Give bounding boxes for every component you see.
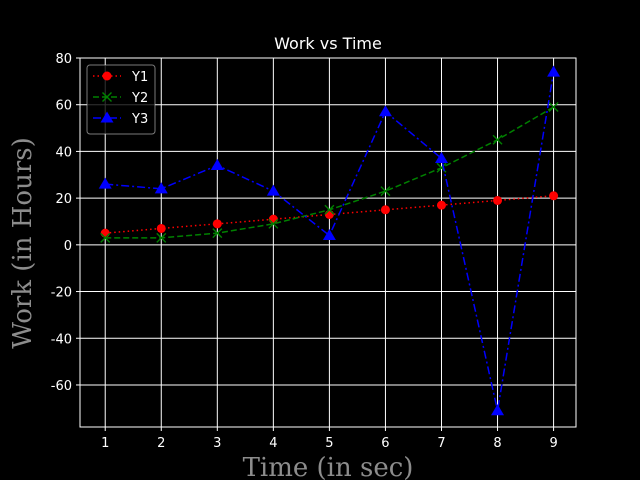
y-tick-label: 40 (55, 145, 72, 160)
x-tick-label: 2 (157, 436, 165, 451)
data-point-y3 (491, 404, 505, 416)
legend-marker (100, 111, 114, 123)
y-tick-label: 20 (55, 192, 72, 207)
data-point-y1 (380, 205, 390, 215)
data-point-y3 (378, 105, 392, 117)
x-tick-label: 3 (213, 436, 221, 451)
data-point-y1 (436, 200, 446, 210)
y-axis-label: Work (in Hours) (8, 137, 38, 349)
data-point-y1 (493, 195, 503, 205)
y-tick-label: -60 (51, 379, 72, 394)
legend-entry-y3: Y3 (93, 111, 148, 127)
legend-entry-y2: Y2 (93, 91, 148, 106)
legend-entry-y1: Y1 (93, 70, 148, 85)
data-point-y1 (324, 209, 334, 219)
series-lines (98, 65, 561, 416)
data-point-y2 (548, 102, 559, 113)
y-ticks: -60 -40 -20 0 20 40 60 80 (51, 52, 80, 394)
data-point-y1 (549, 191, 559, 201)
data-point-y2 (380, 186, 391, 197)
y-tick-label: 80 (55, 52, 72, 67)
data-point-y2 (212, 228, 223, 239)
data-point-y2 (100, 232, 111, 243)
legend-label: Y2 (131, 91, 148, 106)
x-axis-label: Time (in sec) (243, 453, 414, 480)
series-y3 (98, 65, 561, 416)
data-point-y2 (156, 232, 167, 243)
data-point-y2 (268, 218, 279, 229)
y-tick-label: 60 (55, 99, 72, 114)
data-point-y1 (100, 228, 110, 238)
y-tick-label: -40 (51, 332, 72, 347)
x-tick-label: 6 (381, 436, 389, 451)
y-tick-label: 0 (64, 239, 72, 254)
x-tick-label: 7 (437, 436, 445, 451)
data-point-y3 (98, 177, 112, 189)
series-y2 (100, 102, 559, 243)
data-point-y3 (266, 184, 280, 196)
data-point-y3 (210, 158, 224, 170)
y-tick-label: -20 (51, 286, 72, 301)
x-tick-label: 4 (269, 436, 277, 451)
series-line-y3 (105, 71, 555, 411)
legend-label: Y3 (131, 112, 148, 127)
data-point-y2 (324, 204, 335, 215)
data-point-y1 (212, 219, 222, 229)
x-tick-label: 8 (493, 436, 501, 451)
data-point-y1 (156, 223, 166, 233)
data-point-y3 (322, 228, 336, 241)
series-line-y1 (105, 195, 554, 234)
x-tick-label: 1 (101, 436, 109, 451)
x-tick-label: 9 (549, 436, 557, 451)
legend-label: Y1 (131, 70, 148, 85)
grid-lines (80, 57, 576, 427)
legend-marker (102, 92, 112, 102)
legend-marker (102, 71, 112, 81)
legend: Y1 Y2 Y3 (86, 64, 156, 135)
x-tick-label: 5 (325, 436, 333, 451)
data-point-y2 (492, 134, 503, 145)
chart-title: Work vs Time (274, 34, 382, 53)
data-point-y3 (434, 151, 448, 163)
data-point-y3 (154, 182, 168, 194)
data-point-y3 (547, 65, 561, 77)
plot-frame (79, 57, 577, 428)
x-ticks: 1 2 3 4 5 6 7 8 9 (101, 427, 558, 451)
